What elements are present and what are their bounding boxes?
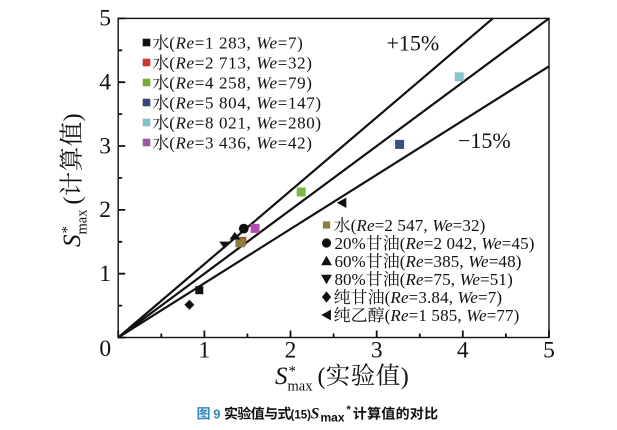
svg-text:(Re=2 042, We=45): (Re=2 042, We=45) <box>400 234 535 253</box>
svg-text:(Re=3.84, We=7): (Re=3.84, We=7) <box>385 288 503 307</box>
svg-text:(Re=1 283, We=7): (Re=1 283, We=7) <box>169 34 303 53</box>
svg-text:): ) <box>60 113 86 121</box>
svg-text:max: max <box>288 379 314 395</box>
svg-text:4: 4 <box>99 70 111 96</box>
svg-text:*: * <box>289 364 297 380</box>
svg-text:*: * <box>60 226 76 234</box>
svg-text:5: 5 <box>543 338 555 364</box>
svg-text:80%: 80% <box>335 270 366 289</box>
svg-text:4: 4 <box>457 338 469 364</box>
svg-text:−15%: −15% <box>458 128 511 153</box>
svg-text:20%: 20% <box>335 234 366 253</box>
svg-text:2: 2 <box>99 197 111 223</box>
svg-text:(Re=75, We=51): (Re=75, We=51) <box>400 270 513 289</box>
svg-text:(15): (15) <box>291 410 312 422</box>
svg-text:S: S <box>275 363 288 390</box>
svg-text:(Re=5 804, We=147): (Re=5 804, We=147) <box>169 94 322 113</box>
svg-text:(Re=2 547, We=32): (Re=2 547, We=32) <box>351 216 486 235</box>
svg-text:1: 1 <box>199 338 211 364</box>
svg-text:max: max <box>321 411 345 425</box>
svg-text:(: ( <box>318 364 326 390</box>
svg-text:(Re=3 436, We=42): (Re=3 436, We=42) <box>169 134 312 153</box>
svg-text:3: 3 <box>99 133 111 159</box>
svg-text:): ) <box>401 364 409 390</box>
svg-text:9: 9 <box>213 407 220 422</box>
svg-text:5: 5 <box>99 6 111 32</box>
svg-text:(Re=1 585, We=77): (Re=1 585, We=77) <box>385 306 520 325</box>
svg-text:(Re=385, We=48): (Re=385, We=48) <box>400 252 522 271</box>
svg-text:1: 1 <box>99 261 111 287</box>
svg-text:S: S <box>59 234 86 247</box>
svg-text:(: ( <box>60 197 86 205</box>
svg-text:max: max <box>75 209 91 235</box>
svg-text:3: 3 <box>371 338 383 364</box>
svg-text:*: * <box>347 404 352 416</box>
svg-text:S: S <box>311 406 320 423</box>
svg-text:0: 0 <box>99 336 111 362</box>
svg-text:+15%: +15% <box>387 31 440 56</box>
svg-text:2: 2 <box>285 338 297 364</box>
svg-text:(Re=2 713, We=32): (Re=2 713, We=32) <box>169 54 312 73</box>
svg-text:60%: 60% <box>335 252 366 271</box>
svg-text:(Re=4 258, We=79): (Re=4 258, We=79) <box>169 74 312 93</box>
svg-text:(Re=8 021, We=280): (Re=8 021, We=280) <box>169 114 322 133</box>
